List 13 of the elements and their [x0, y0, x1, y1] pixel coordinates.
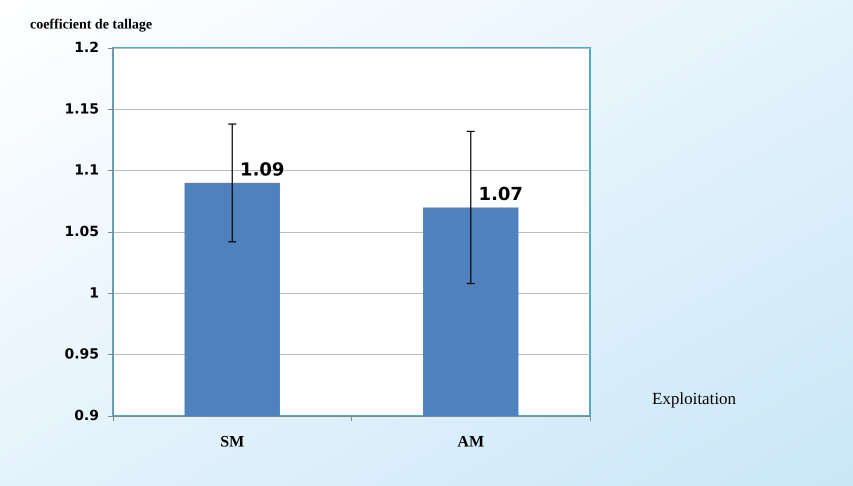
y-tick-label: 0.95 [64, 346, 99, 363]
data-label: 1.07 [478, 184, 523, 205]
y-tick-label: 0.9 [74, 408, 99, 424]
x-tick-label: SM [220, 434, 244, 450]
y-tick-label: 1 [89, 285, 99, 302]
y-tick-label: 1.1 [74, 162, 99, 179]
y-tick-label: 1.05 [64, 224, 99, 240]
y-axis-title: coefficient de tallage [30, 18, 152, 32]
y-tick-label: 1.2 [74, 40, 99, 56]
data-label: 1.09 [240, 159, 284, 180]
y-tick-label: 1.15 [64, 101, 99, 118]
x-tick-label: AM [457, 434, 484, 450]
x-axis-title: Exploitation [652, 389, 737, 408]
